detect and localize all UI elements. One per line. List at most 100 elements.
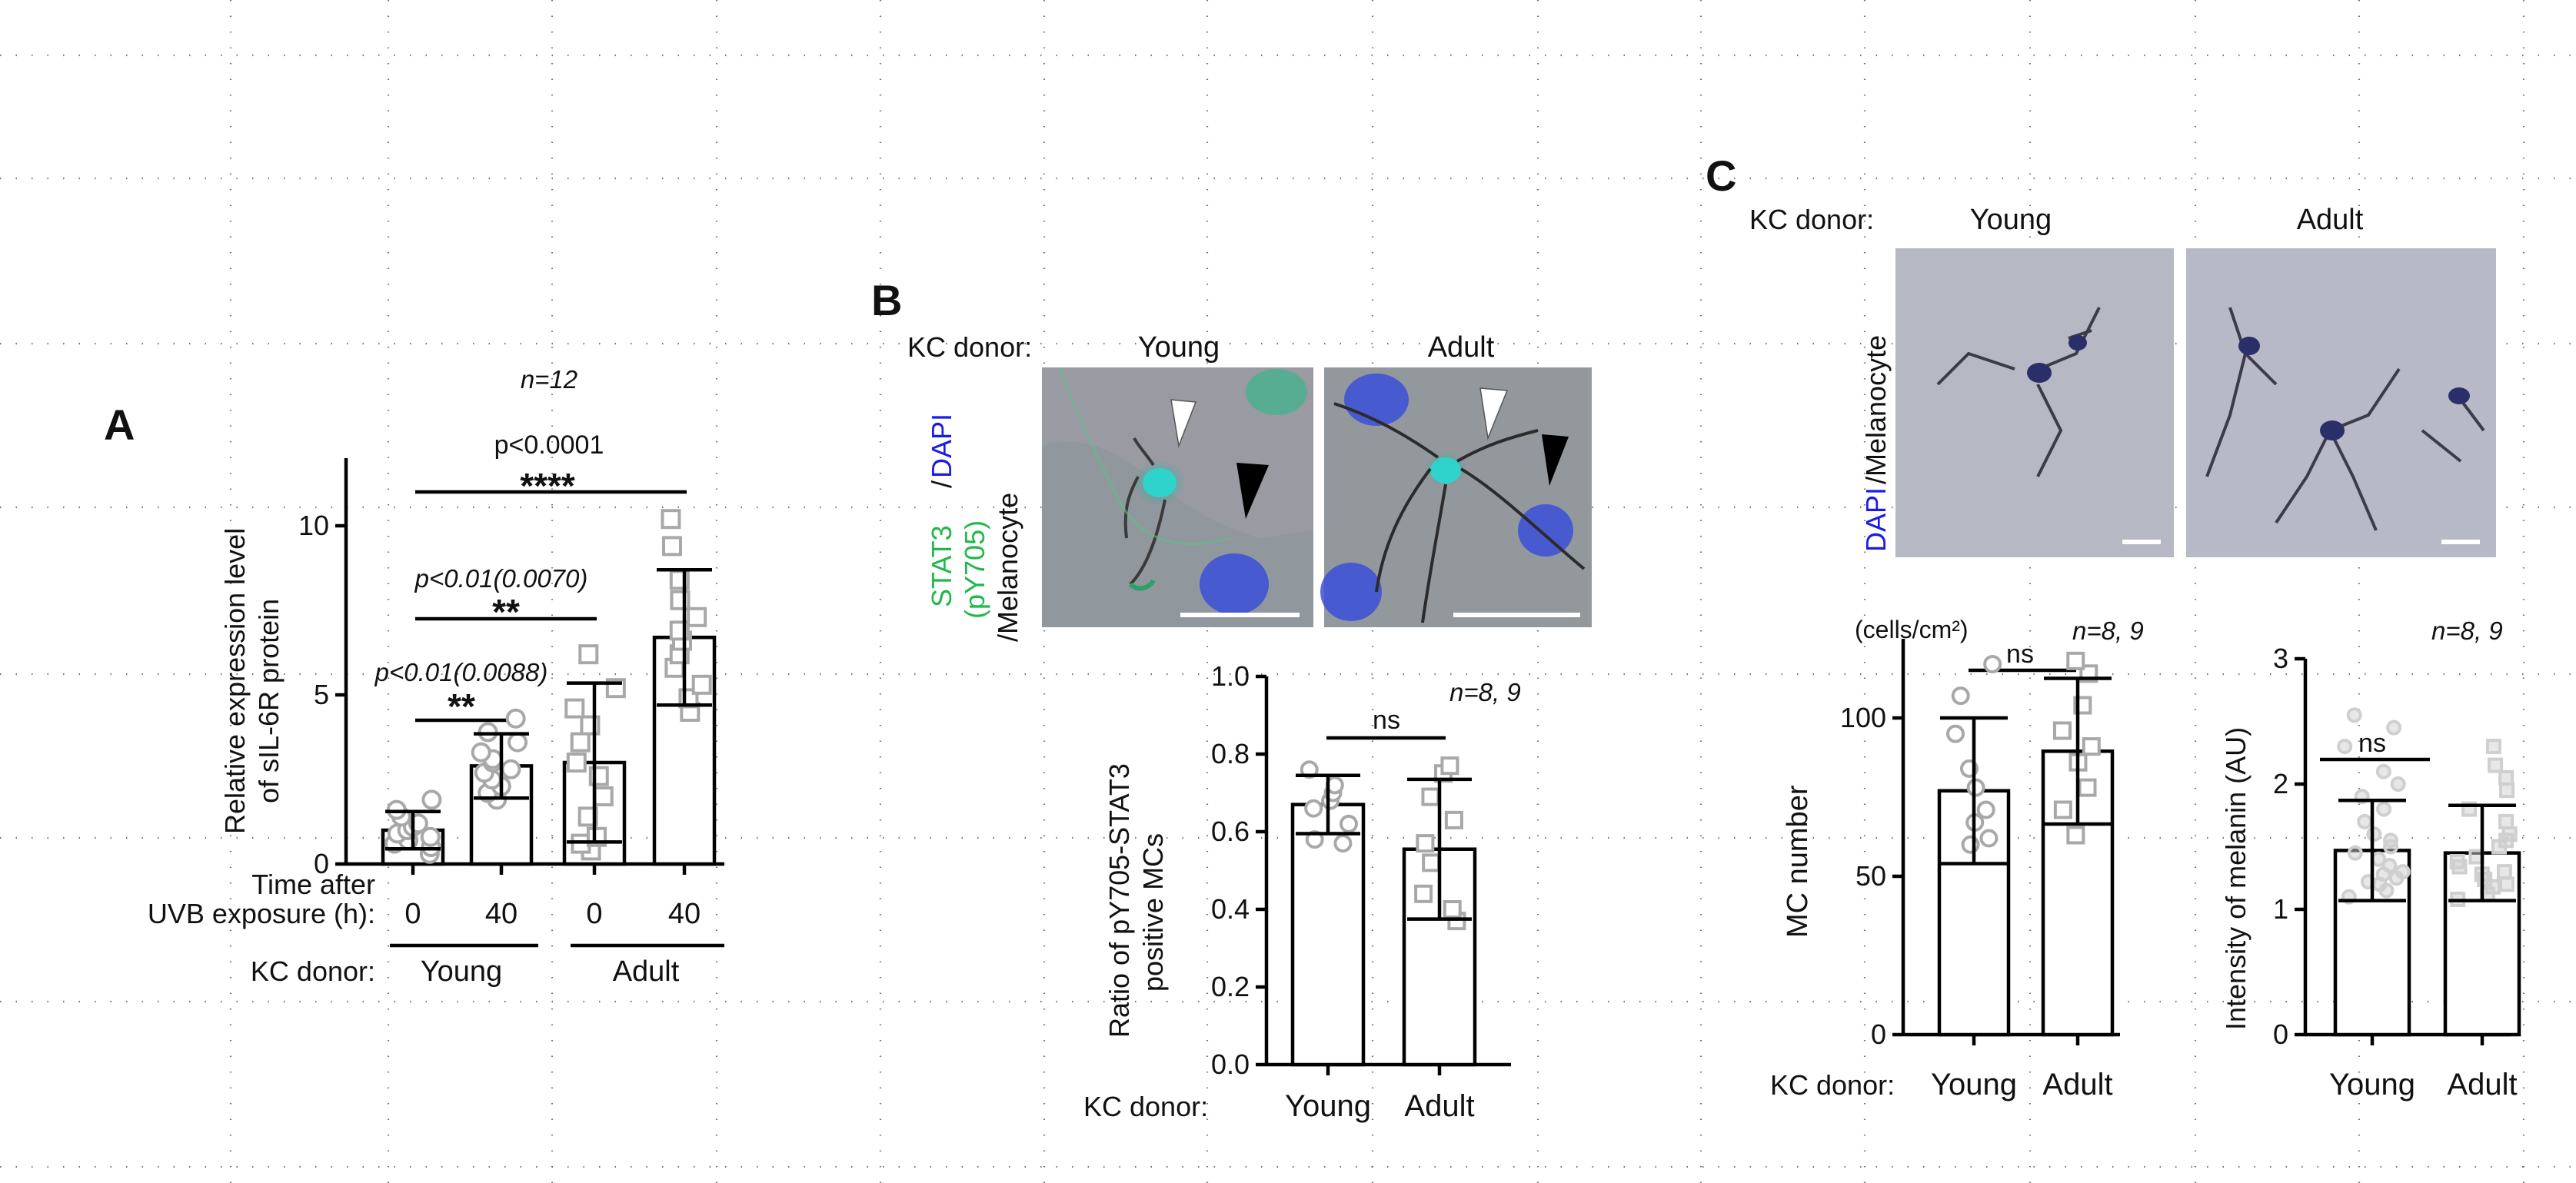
y-tick-label: 100 bbox=[1840, 702, 1886, 733]
panel-a-time-label-line2: UVB exposure (h): bbox=[148, 898, 375, 929]
panel-a-time-label-line1: Time after bbox=[251, 869, 375, 900]
panel-c-ns-left: ns bbox=[2006, 640, 2034, 669]
y-tick-label: 1.0 bbox=[1211, 660, 1250, 692]
data-point bbox=[570, 732, 591, 753]
panel-a-sig-young-p: p<0.01(0.0088) bbox=[374, 658, 548, 686]
data-point bbox=[1305, 830, 1324, 849]
data-point bbox=[1333, 834, 1353, 853]
bar bbox=[1290, 803, 1366, 1067]
data-point bbox=[2381, 857, 2398, 873]
x-category-label: Adult bbox=[2042, 1068, 2112, 1102]
panel-c-col-young: Young bbox=[1970, 204, 2052, 236]
y-tick-label: 3 bbox=[2273, 643, 2288, 674]
data-point bbox=[2066, 826, 2085, 845]
panel-c-x-kc-label: KC donor: bbox=[1770, 1069, 1895, 1101]
data-point bbox=[564, 698, 585, 719]
data-point bbox=[578, 644, 599, 665]
panel-b-y-label-line1: Ratio of pY705-STAT3 bbox=[1103, 763, 1135, 1038]
data-point bbox=[2376, 801, 2392, 817]
data-point bbox=[471, 742, 491, 763]
data-point bbox=[2383, 832, 2399, 849]
panel-c-stain-dapi: DAPI bbox=[1860, 487, 1892, 552]
panel-c-left-y-label: MC number bbox=[1782, 785, 1814, 938]
panel-b-col-young: Young bbox=[1138, 331, 1220, 364]
panel-b-ns: ns bbox=[1373, 706, 1400, 735]
y-tick-label: 0.6 bbox=[1211, 816, 1250, 847]
data-point bbox=[661, 536, 682, 557]
data-point bbox=[2499, 876, 2515, 892]
data-point bbox=[2078, 778, 2097, 797]
panel-c-micrograph-young bbox=[1895, 248, 2174, 557]
panel-b-letter: B bbox=[871, 276, 902, 324]
x-category-label: 40 bbox=[668, 898, 701, 930]
panel-a-sig-main-stars: **** bbox=[520, 466, 575, 506]
panel-b-stain-py705: (pY705) bbox=[959, 520, 990, 619]
panel-a-letter: A bbox=[104, 400, 135, 449]
data-point bbox=[1951, 686, 1970, 706]
data-point bbox=[566, 753, 587, 773]
data-point bbox=[1983, 654, 2002, 673]
data-point bbox=[420, 826, 441, 847]
data-point bbox=[505, 708, 526, 729]
data-point bbox=[2390, 776, 2406, 792]
y-tick-label: 0.0 bbox=[1211, 1048, 1250, 1080]
panel-c-right-y-label: Intensity of melanin (AU) bbox=[2220, 727, 2252, 1030]
data-point bbox=[2449, 854, 2465, 870]
panel-a-sig-adult-stars: ** bbox=[492, 592, 520, 632]
data-point bbox=[1946, 724, 1965, 743]
panel-b-micrograph-adult bbox=[1320, 367, 1592, 627]
panel-c-right-n: n=8, 9 bbox=[2431, 616, 2503, 645]
data-point bbox=[2386, 719, 2402, 736]
data-point bbox=[2498, 813, 2514, 829]
data-point bbox=[2346, 707, 2362, 723]
panel-c-stain-melano: /Melanocyte bbox=[1860, 335, 1892, 484]
panel-b-x-kc-label: KC donor: bbox=[1083, 1091, 1208, 1122]
panel-a-group-young: Young bbox=[421, 955, 502, 988]
data-point bbox=[1961, 835, 1980, 854]
data-point bbox=[2347, 845, 2363, 861]
data-point bbox=[2501, 826, 2518, 842]
data-point bbox=[2082, 737, 2101, 756]
data-point bbox=[2066, 651, 2085, 670]
panel-b-chart: 0.0 0.2 0.4 0.6 0.8 1.0 Young Adult bbox=[1211, 660, 1511, 1123]
x-category-label: 40 bbox=[485, 898, 518, 930]
data-point bbox=[2053, 800, 2072, 819]
panel-b-y-label-line2: positive MCs bbox=[1137, 833, 1169, 992]
panel-a-n: n=12 bbox=[521, 365, 577, 394]
panel-c-letter: C bbox=[1706, 151, 1736, 200]
panel-b-kc-label: KC donor: bbox=[907, 331, 1032, 363]
y-tick-label: 0.2 bbox=[1211, 971, 1250, 1002]
panel-b: B KC donor: Young Adult STAT3 (pY705) / … bbox=[871, 276, 1592, 1123]
panel-b-n: n=8, 9 bbox=[1449, 678, 1521, 706]
panel-a-group-adult: Adult bbox=[613, 955, 680, 988]
data-point bbox=[2488, 757, 2504, 773]
data-point bbox=[1300, 760, 1319, 779]
panel-b-micrograph-young bbox=[1042, 367, 1313, 627]
panel-a-kc-label: KC donor: bbox=[251, 955, 375, 987]
panel-c-ns-right: ns bbox=[2358, 729, 2386, 758]
data-point bbox=[2366, 826, 2382, 842]
x-category-label: Young bbox=[2329, 1068, 2415, 1102]
y-tick-label: 0 bbox=[314, 848, 329, 879]
x-category-label: 0 bbox=[404, 898, 421, 930]
data-point bbox=[1414, 884, 1433, 903]
data-point bbox=[501, 759, 521, 779]
panel-a-y-label-line2: of sIL-6R protein bbox=[253, 599, 285, 803]
y-tick-label: 0 bbox=[2273, 1019, 2288, 1050]
x-category-label: Young bbox=[1285, 1089, 1371, 1123]
panel-c-micrograph-adult bbox=[2186, 248, 2496, 557]
data-point bbox=[508, 732, 528, 753]
y-tick-label: 5 bbox=[314, 679, 329, 710]
panel-c-left-n: n=8, 9 bbox=[2072, 616, 2144, 645]
data-point bbox=[1421, 787, 1440, 806]
panel-a-sig-adult-p: p<0.01(0.0070) bbox=[414, 564, 588, 593]
panel-b-stain-slash: / bbox=[926, 480, 957, 488]
panel-a-chart: 0 5 10 0 40 0 40 bbox=[298, 458, 724, 930]
data-point bbox=[1440, 756, 1459, 776]
panel-c-unit: (cells/cm²) bbox=[1855, 616, 1969, 643]
data-point bbox=[2485, 739, 2501, 755]
data-point bbox=[1443, 900, 1462, 919]
panel-b-stain-dapi: DAPI bbox=[926, 414, 957, 478]
data-point bbox=[1966, 778, 1985, 797]
